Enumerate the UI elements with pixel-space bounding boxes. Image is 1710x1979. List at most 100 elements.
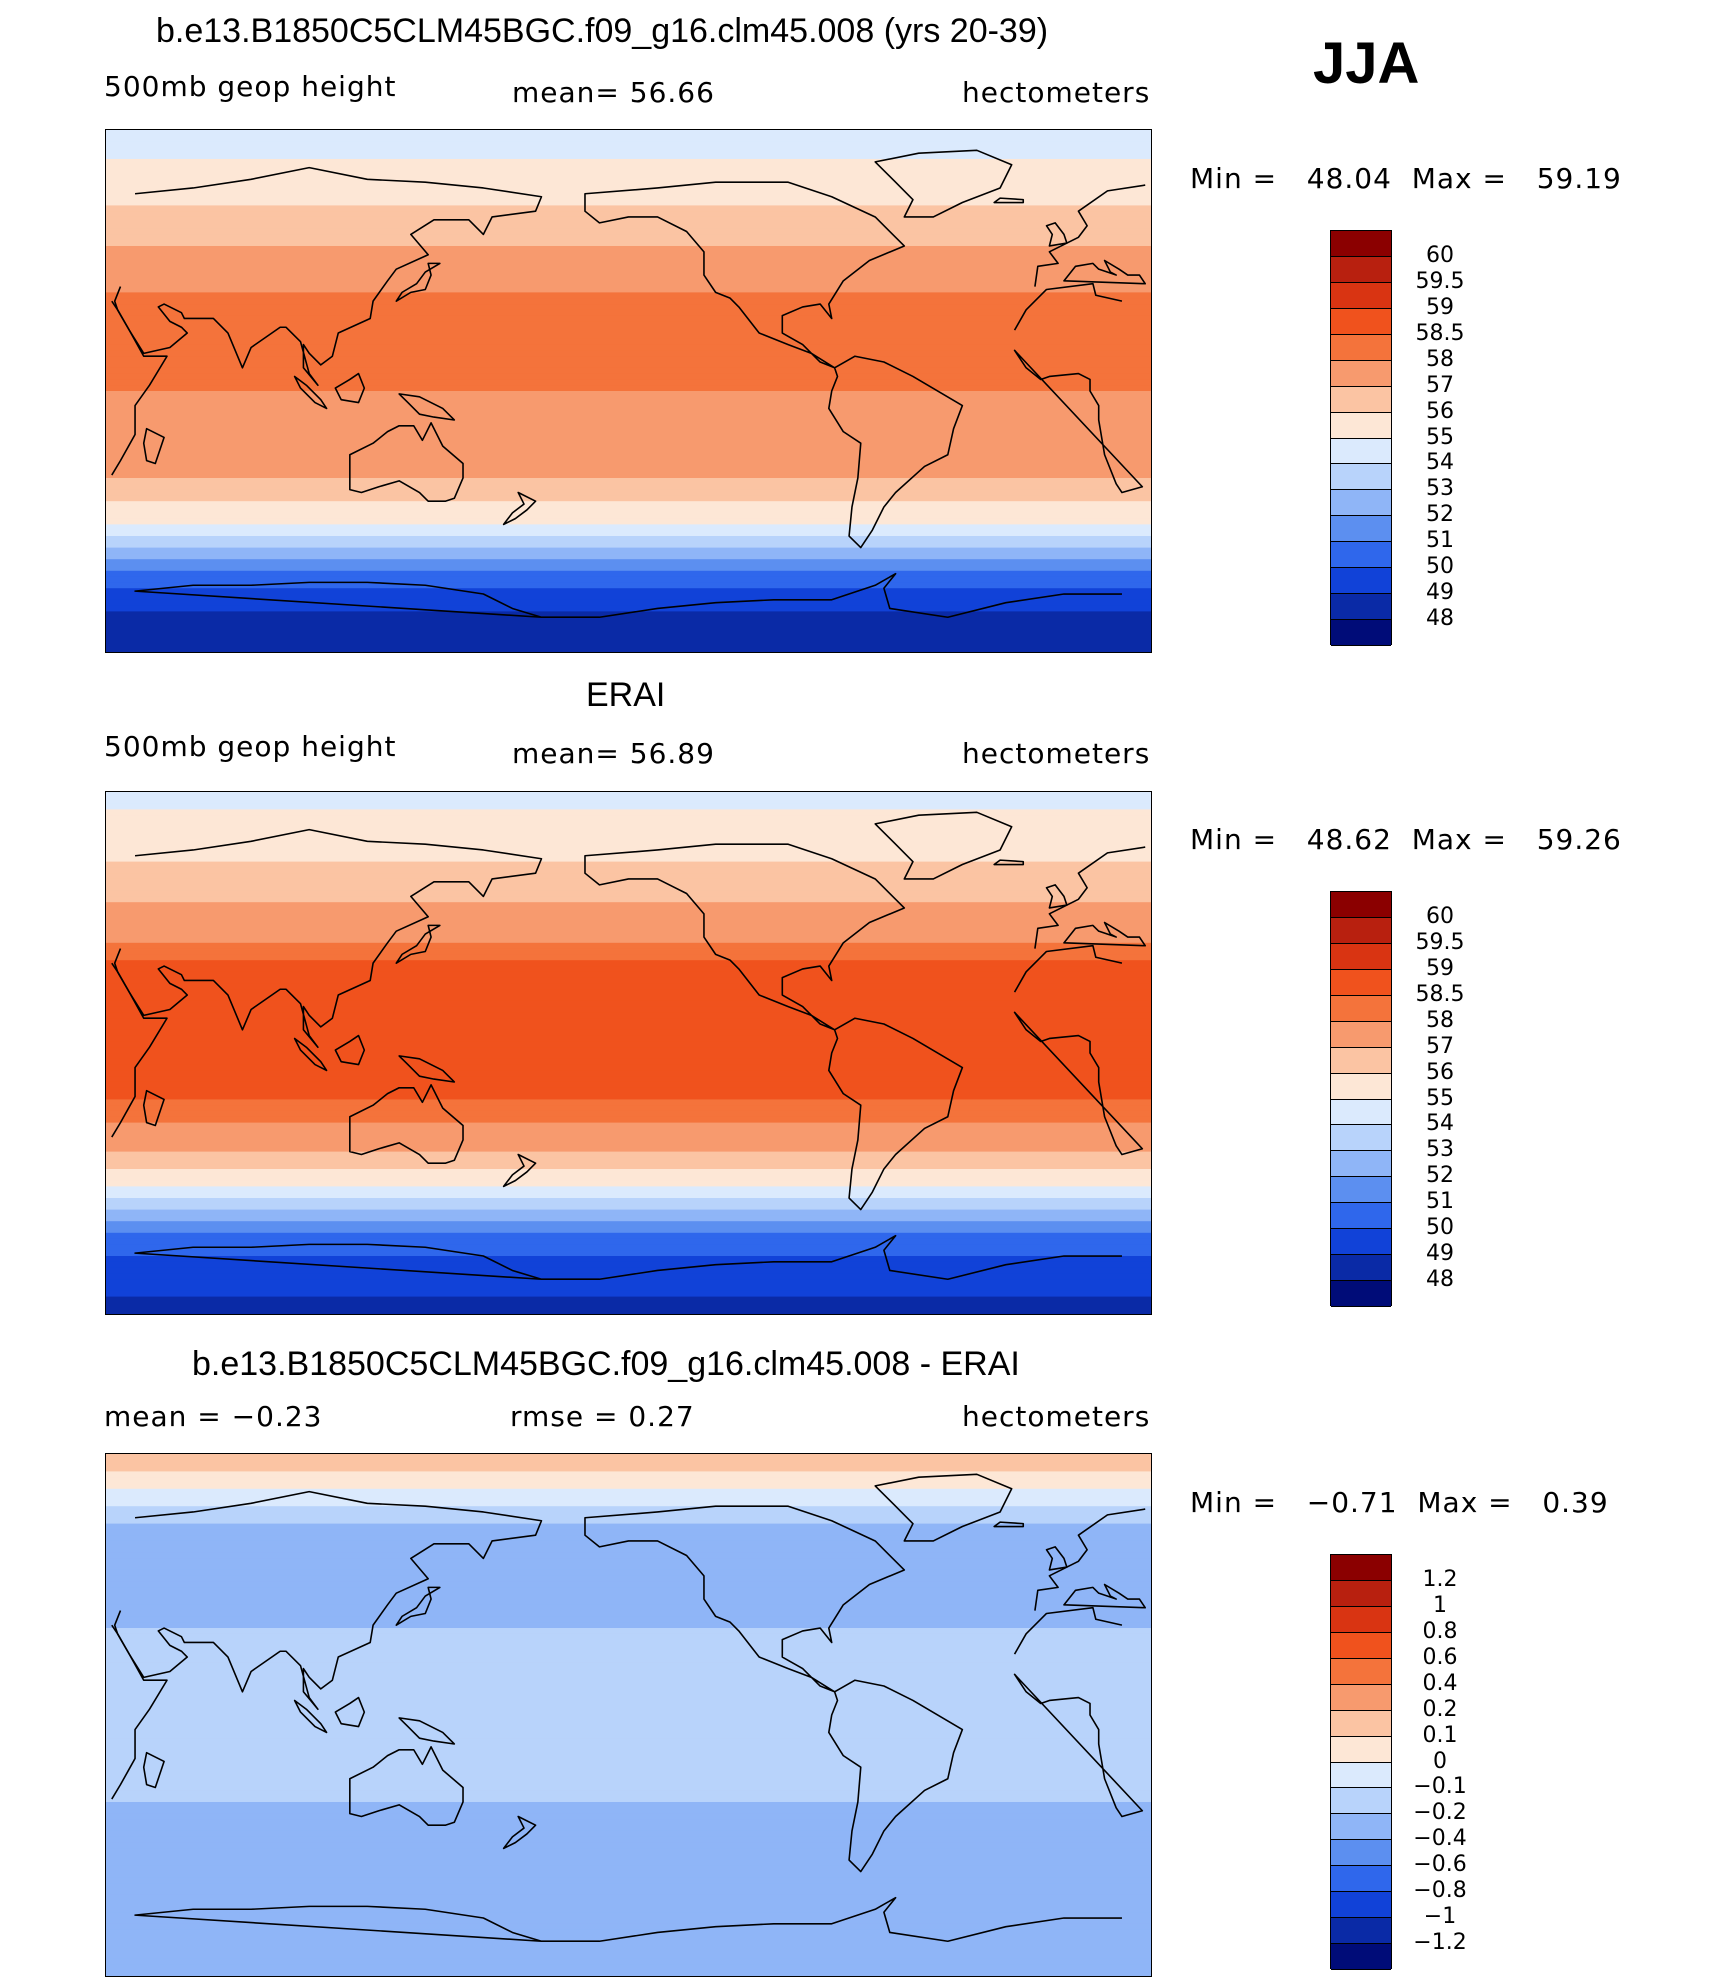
panel2-units-label: hectometers	[962, 737, 1151, 770]
lat-band	[106, 1691, 1151, 1699]
lat-band	[106, 1454, 1151, 1461]
colorbar-swatch	[1331, 1281, 1391, 1307]
colorbar-swatch	[1331, 995, 1391, 1022]
lat-band	[106, 1680, 1151, 1687]
colorbar-tick-label: −0.2	[1413, 1800, 1467, 1826]
coastline	[334, 1034, 366, 1066]
colorbar-tick-label: −0.1	[1413, 1774, 1467, 1800]
colorbar-swatch	[1331, 1555, 1391, 1581]
colorbar-swatch	[1331, 334, 1391, 361]
lat-band	[106, 809, 1151, 816]
lat-band	[106, 640, 1151, 647]
lat-band	[106, 466, 1151, 473]
colorbar-tick-label: 49	[1426, 1241, 1454, 1267]
lat-band	[106, 350, 1151, 357]
colorbar-swatch	[1331, 1840, 1391, 1867]
lat-band	[106, 1778, 1151, 1786]
coastline	[142, 1751, 165, 1789]
colorbar-tick-label: 51	[1426, 528, 1454, 554]
lat-band	[106, 1900, 1151, 1907]
lat-band	[106, 1715, 1151, 1722]
colorbar-tick-label: 57	[1426, 372, 1454, 398]
colorbar-swatch	[1331, 1788, 1391, 1815]
colorbar-swatch	[1331, 1229, 1391, 1256]
lat-band	[106, 1012, 1151, 1019]
lat-band	[106, 187, 1151, 195]
panel1-units-label: hectometers	[962, 76, 1151, 109]
colorbar-swatch	[1331, 620, 1391, 646]
lat-band	[106, 553, 1151, 560]
lat-band	[106, 489, 1151, 496]
map-svg	[106, 792, 1151, 1314]
lat-band	[106, 373, 1151, 380]
colorbar-tick-label: 0.4	[1422, 1670, 1458, 1696]
lat-band	[106, 966, 1151, 973]
lat-band	[106, 1732, 1151, 1739]
colorbar-tick-label: 59	[1426, 955, 1454, 981]
lat-band	[106, 931, 1151, 938]
lat-band	[106, 506, 1151, 514]
colorbar-tick-label: 50	[1426, 554, 1454, 580]
lat-band	[106, 867, 1151, 874]
lat-band	[106, 547, 1151, 554]
lat-band	[106, 1726, 1151, 1733]
lat-band	[106, 1796, 1151, 1803]
lat-band	[106, 193, 1151, 201]
colorbar-swatch	[1331, 1580, 1391, 1607]
panel2-title: ERAI	[586, 676, 666, 714]
colorbar-swatch	[1331, 464, 1391, 491]
lat-band	[106, 826, 1151, 834]
lat-band	[106, 565, 1151, 572]
lat-band	[106, 948, 1151, 955]
colorbar-swatch	[1331, 1021, 1391, 1048]
lat-band	[106, 448, 1151, 456]
lat-band	[106, 327, 1151, 334]
lat-band	[106, 1552, 1151, 1559]
lat-band	[106, 1053, 1151, 1060]
lat-band	[106, 1889, 1151, 1896]
colorbar-swatch	[1331, 438, 1391, 465]
lat-band	[106, 1267, 1151, 1274]
lat-band	[106, 913, 1151, 921]
lat-band	[106, 1894, 1151, 1902]
coastline	[584, 843, 906, 1031]
colorbar-tick-label: 57	[1426, 1033, 1454, 1059]
panel2-colorbar	[1330, 891, 1392, 1307]
lat-band	[106, 1935, 1151, 1942]
lat-band	[106, 1535, 1151, 1542]
colorbar-swatch	[1331, 917, 1391, 944]
map-svg	[106, 130, 1151, 652]
panel1-min-label: Min =	[1190, 162, 1278, 195]
colorbar-swatch	[1331, 892, 1391, 918]
coastline	[293, 1699, 328, 1734]
lat-band	[106, 1761, 1151, 1768]
lat-band	[106, 292, 1151, 299]
lat-band	[106, 362, 1151, 369]
colorbar-tick-label: 60	[1426, 242, 1454, 268]
lat-band	[106, 1494, 1151, 1501]
panel2-min-label: Min =	[1190, 823, 1278, 856]
lat-band	[106, 1929, 1151, 1936]
colorbar-tick-label: 59.5	[1415, 929, 1465, 955]
lat-band	[106, 309, 1151, 317]
lat-band	[106, 1743, 1151, 1751]
lat-band	[106, 315, 1151, 322]
colorbar-swatch	[1331, 308, 1391, 335]
lat-band	[106, 977, 1151, 984]
colorbar-tick-label: 52	[1426, 502, 1454, 528]
lat-band	[106, 1110, 1151, 1118]
lat-band	[106, 815, 1151, 822]
colorbar-swatch	[1331, 1892, 1391, 1919]
lat-band	[106, 1285, 1151, 1292]
lat-band	[106, 803, 1151, 810]
colorbar-swatch	[1331, 1047, 1391, 1074]
lat-band	[106, 878, 1151, 886]
lat-band	[106, 483, 1151, 491]
lat-band	[106, 1772, 1151, 1780]
colorbar-tick-label: 60	[1426, 903, 1454, 929]
lat-band	[106, 1058, 1151, 1066]
lat-band	[106, 1163, 1151, 1170]
lat-band	[106, 472, 1151, 479]
coastline	[113, 166, 1147, 387]
lat-band	[106, 1709, 1151, 1716]
